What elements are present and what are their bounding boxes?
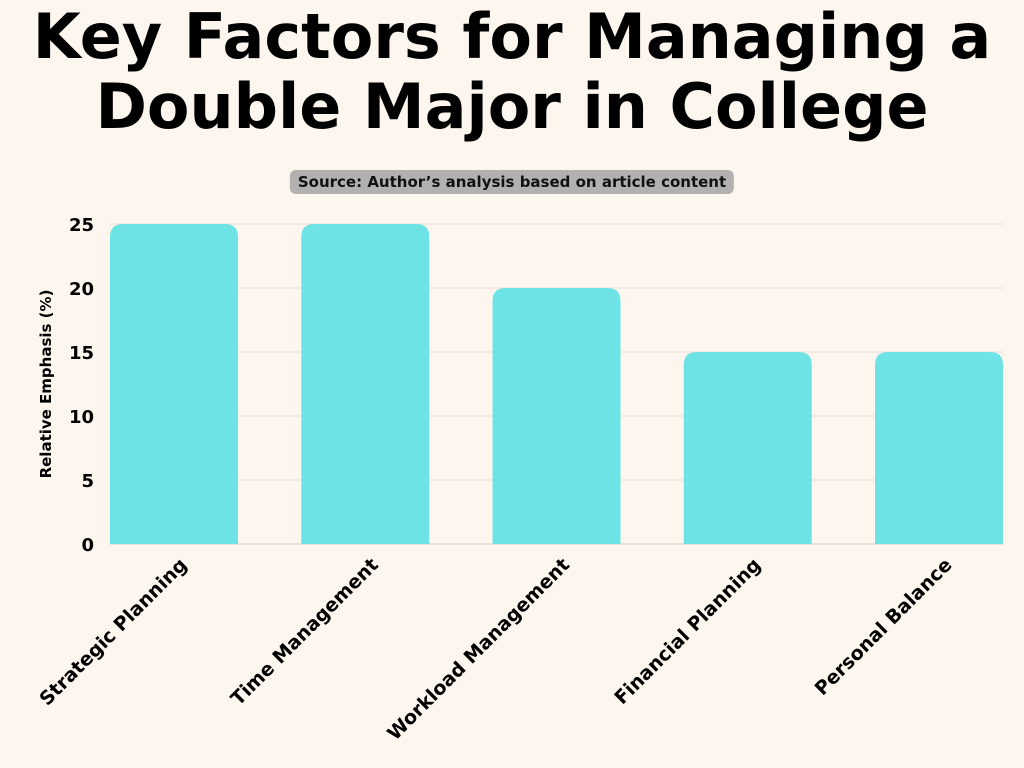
bar [110,224,238,544]
bar [301,224,430,544]
chart-subtitle: Source: Author’s analysis based on artic… [289,170,735,194]
bar [683,352,812,544]
chart-title: Key Factors for Managing a Double Major … [32,0,992,143]
y-axis-label: Relative Emphasis (%) [37,290,55,479]
y-tick-label: 5 [81,471,94,492]
x-tick-label: Strategic Planning [35,554,191,710]
x-tick-label: Personal Balance [811,554,957,700]
y-tick-label: 10 [69,407,94,428]
y-tick-label: 0 [81,535,94,556]
x-tick-label: Time Management [227,554,383,710]
y-tick-label: 20 [69,279,94,300]
x-tick-label: Workload Management [383,554,574,745]
y-tick-label: 25 [69,215,94,236]
x-tick-label: Financial Planning [610,554,765,709]
y-tick-label: 15 [69,343,94,364]
bar [875,352,1003,544]
bar [492,288,621,544]
